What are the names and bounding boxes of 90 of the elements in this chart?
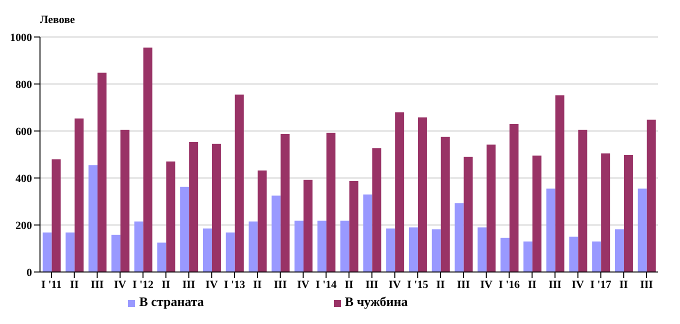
bar xyxy=(111,234,120,272)
bar xyxy=(646,120,656,272)
x-tick-label: I '11 xyxy=(41,278,62,291)
bar xyxy=(134,221,144,272)
x-tick-label: II xyxy=(528,278,536,291)
bar xyxy=(226,232,235,272)
x-tick-label: III xyxy=(365,278,378,291)
bar xyxy=(42,232,52,272)
x-tick-label: III xyxy=(457,278,470,291)
bar xyxy=(120,130,130,272)
bar xyxy=(592,241,602,272)
bar xyxy=(157,242,166,272)
bar xyxy=(638,188,647,272)
bar xyxy=(454,203,464,272)
y-tick-label: 1000 xyxy=(10,32,32,44)
y-tick-label: 200 xyxy=(16,220,32,232)
y-tick-label: 0 xyxy=(26,266,32,279)
bar xyxy=(317,220,326,272)
x-tick-label: IV xyxy=(114,278,126,291)
x-tick-label: II xyxy=(162,278,170,291)
bar xyxy=(304,180,313,272)
bar xyxy=(349,181,358,272)
bar xyxy=(601,153,610,272)
bar xyxy=(143,48,152,272)
x-tick-label: I '17 xyxy=(590,278,612,291)
bar xyxy=(486,144,496,272)
x-tick-label: IV xyxy=(480,278,492,291)
bar xyxy=(523,241,532,272)
x-tick-label: IV xyxy=(206,278,218,291)
bar xyxy=(395,112,404,272)
x-tick-label: II xyxy=(70,278,79,291)
bar xyxy=(478,227,487,272)
bar xyxy=(386,228,396,272)
x-tick-label: IV xyxy=(572,278,584,291)
x-tick-label: II xyxy=(253,278,262,291)
bar xyxy=(66,232,75,272)
x-tick-label: III xyxy=(548,278,562,291)
bar xyxy=(408,227,418,272)
bar xyxy=(418,117,427,272)
legend-label: В чужбина xyxy=(344,294,408,309)
bar xyxy=(614,229,624,272)
x-tick-label: I '13 xyxy=(224,278,246,291)
bar xyxy=(340,220,350,272)
x-tick-label: III xyxy=(640,278,653,291)
x-tick-label: IV xyxy=(297,278,310,291)
bar xyxy=(432,229,441,272)
bar xyxy=(624,154,633,272)
bar xyxy=(258,170,267,272)
y-axis-title: Левове xyxy=(40,14,75,26)
bar xyxy=(234,94,244,272)
bar xyxy=(372,148,382,272)
x-tick-label: III xyxy=(182,278,196,291)
bar xyxy=(52,159,61,272)
bar xyxy=(500,238,510,272)
bar xyxy=(546,188,556,272)
y-tick-label: 600 xyxy=(16,126,32,138)
bar xyxy=(272,196,281,272)
bar xyxy=(166,162,176,272)
x-tick-label: I '16 xyxy=(498,278,520,291)
bar xyxy=(280,134,290,272)
x-tick-label: II xyxy=(436,278,445,291)
bar xyxy=(180,186,190,272)
bar xyxy=(569,236,578,272)
bar xyxy=(510,124,519,272)
bar xyxy=(189,142,198,272)
x-tick-label: IV xyxy=(388,278,401,291)
x-tick-label: II xyxy=(619,278,628,291)
bar xyxy=(294,220,304,272)
bar xyxy=(363,194,372,272)
bar xyxy=(578,130,588,272)
bar xyxy=(248,221,258,272)
legend-label: В страната xyxy=(139,294,204,309)
bar xyxy=(440,136,450,272)
x-tick-label: II xyxy=(344,278,354,291)
x-tick-label: I '12 xyxy=(132,278,154,291)
bar xyxy=(532,156,542,272)
x-tick-label: III xyxy=(274,278,287,291)
bar xyxy=(202,228,212,272)
bar xyxy=(464,156,473,272)
bar xyxy=(98,72,107,272)
x-tick-label: III xyxy=(90,278,104,291)
x-tick-label: I '14 xyxy=(316,278,338,291)
x-tick-label: I '15 xyxy=(407,278,429,291)
bar xyxy=(88,165,98,272)
y-tick-label: 800 xyxy=(16,78,32,91)
bar xyxy=(212,144,221,272)
y-tick-label: 400 xyxy=(16,172,32,185)
bar xyxy=(555,95,564,272)
bar xyxy=(74,118,84,272)
bar xyxy=(326,132,336,272)
